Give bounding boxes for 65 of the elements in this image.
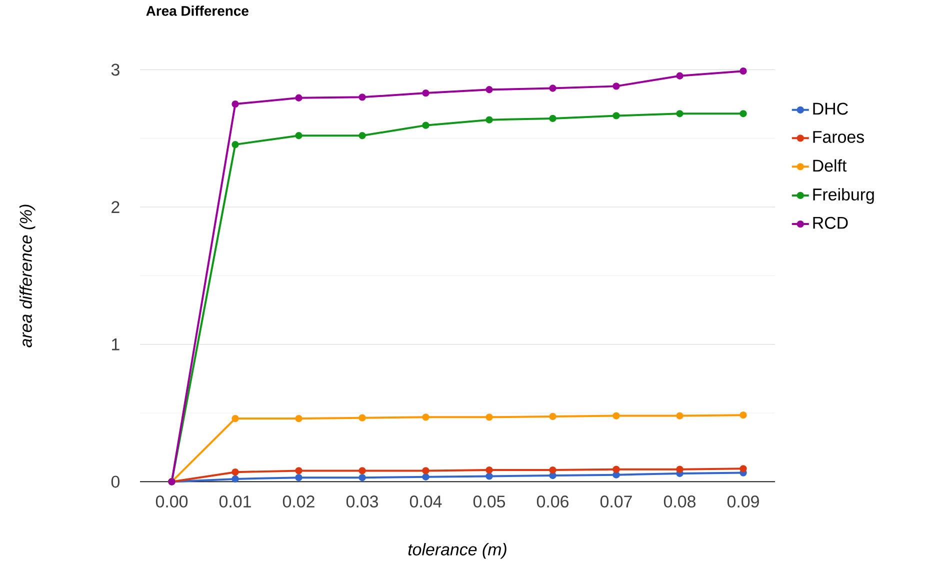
point (612, 82, 620, 90)
x-tick-label: 0.03 (346, 496, 378, 508)
point (358, 94, 366, 101)
point (358, 132, 366, 140)
point (422, 414, 430, 421)
legend-label: Delft (813, 159, 847, 172)
point (612, 112, 620, 120)
y-axis-title: area difference (%) (19, 204, 36, 348)
x-tick-label: 0.04 (410, 496, 442, 508)
y-tick-label: 3 (111, 64, 120, 76)
point (740, 465, 747, 472)
point (358, 414, 366, 422)
legend-label: Freiburg (813, 188, 874, 204)
point (486, 472, 493, 480)
x-tick-label: 0.00 (156, 496, 188, 508)
point (549, 84, 556, 92)
point (295, 474, 302, 482)
point (295, 132, 302, 140)
point (549, 413, 556, 420)
point (358, 474, 366, 482)
legend-label: DHC (813, 102, 848, 115)
x-tick-label: 0.07 (600, 496, 632, 508)
point (295, 467, 302, 474)
point (676, 412, 684, 420)
point (422, 122, 430, 130)
point (612, 412, 620, 420)
y-tick-label: 1 (112, 338, 120, 350)
x-tick-label: 0.06 (536, 496, 568, 508)
chart-title: Area Difference (146, 6, 248, 16)
point (232, 141, 239, 148)
point (232, 415, 239, 422)
point (358, 467, 366, 474)
point (232, 468, 239, 476)
point (486, 116, 493, 124)
point (232, 100, 239, 108)
point (295, 415, 302, 422)
point (295, 94, 302, 102)
point (549, 472, 556, 480)
x-tick-label: 0.02 (282, 496, 314, 508)
x-tick-label: 0.01 (219, 496, 251, 508)
point (676, 72, 684, 80)
point (422, 473, 430, 481)
legend-label: RCD (813, 216, 848, 229)
point (232, 476, 239, 483)
y-tick-label: 0 (111, 476, 120, 488)
point (740, 110, 747, 118)
point (422, 467, 430, 474)
y-tick-label: 2 (112, 201, 120, 214)
point (676, 466, 684, 474)
point (549, 115, 556, 122)
x-tick-label: 0.05 (473, 496, 506, 508)
point (676, 110, 684, 118)
x-axis-title: tolerance (m) (408, 543, 506, 559)
legend-label: Faroes (813, 131, 864, 144)
x-tick-label: 0.08 (664, 496, 696, 508)
point (612, 466, 620, 474)
point (486, 414, 493, 421)
point (486, 466, 493, 474)
point (740, 412, 747, 419)
point (612, 471, 620, 479)
point (486, 86, 493, 94)
point (422, 90, 430, 97)
point (740, 68, 747, 75)
point (549, 466, 556, 474)
x-tick-label: 0.09 (727, 496, 759, 508)
